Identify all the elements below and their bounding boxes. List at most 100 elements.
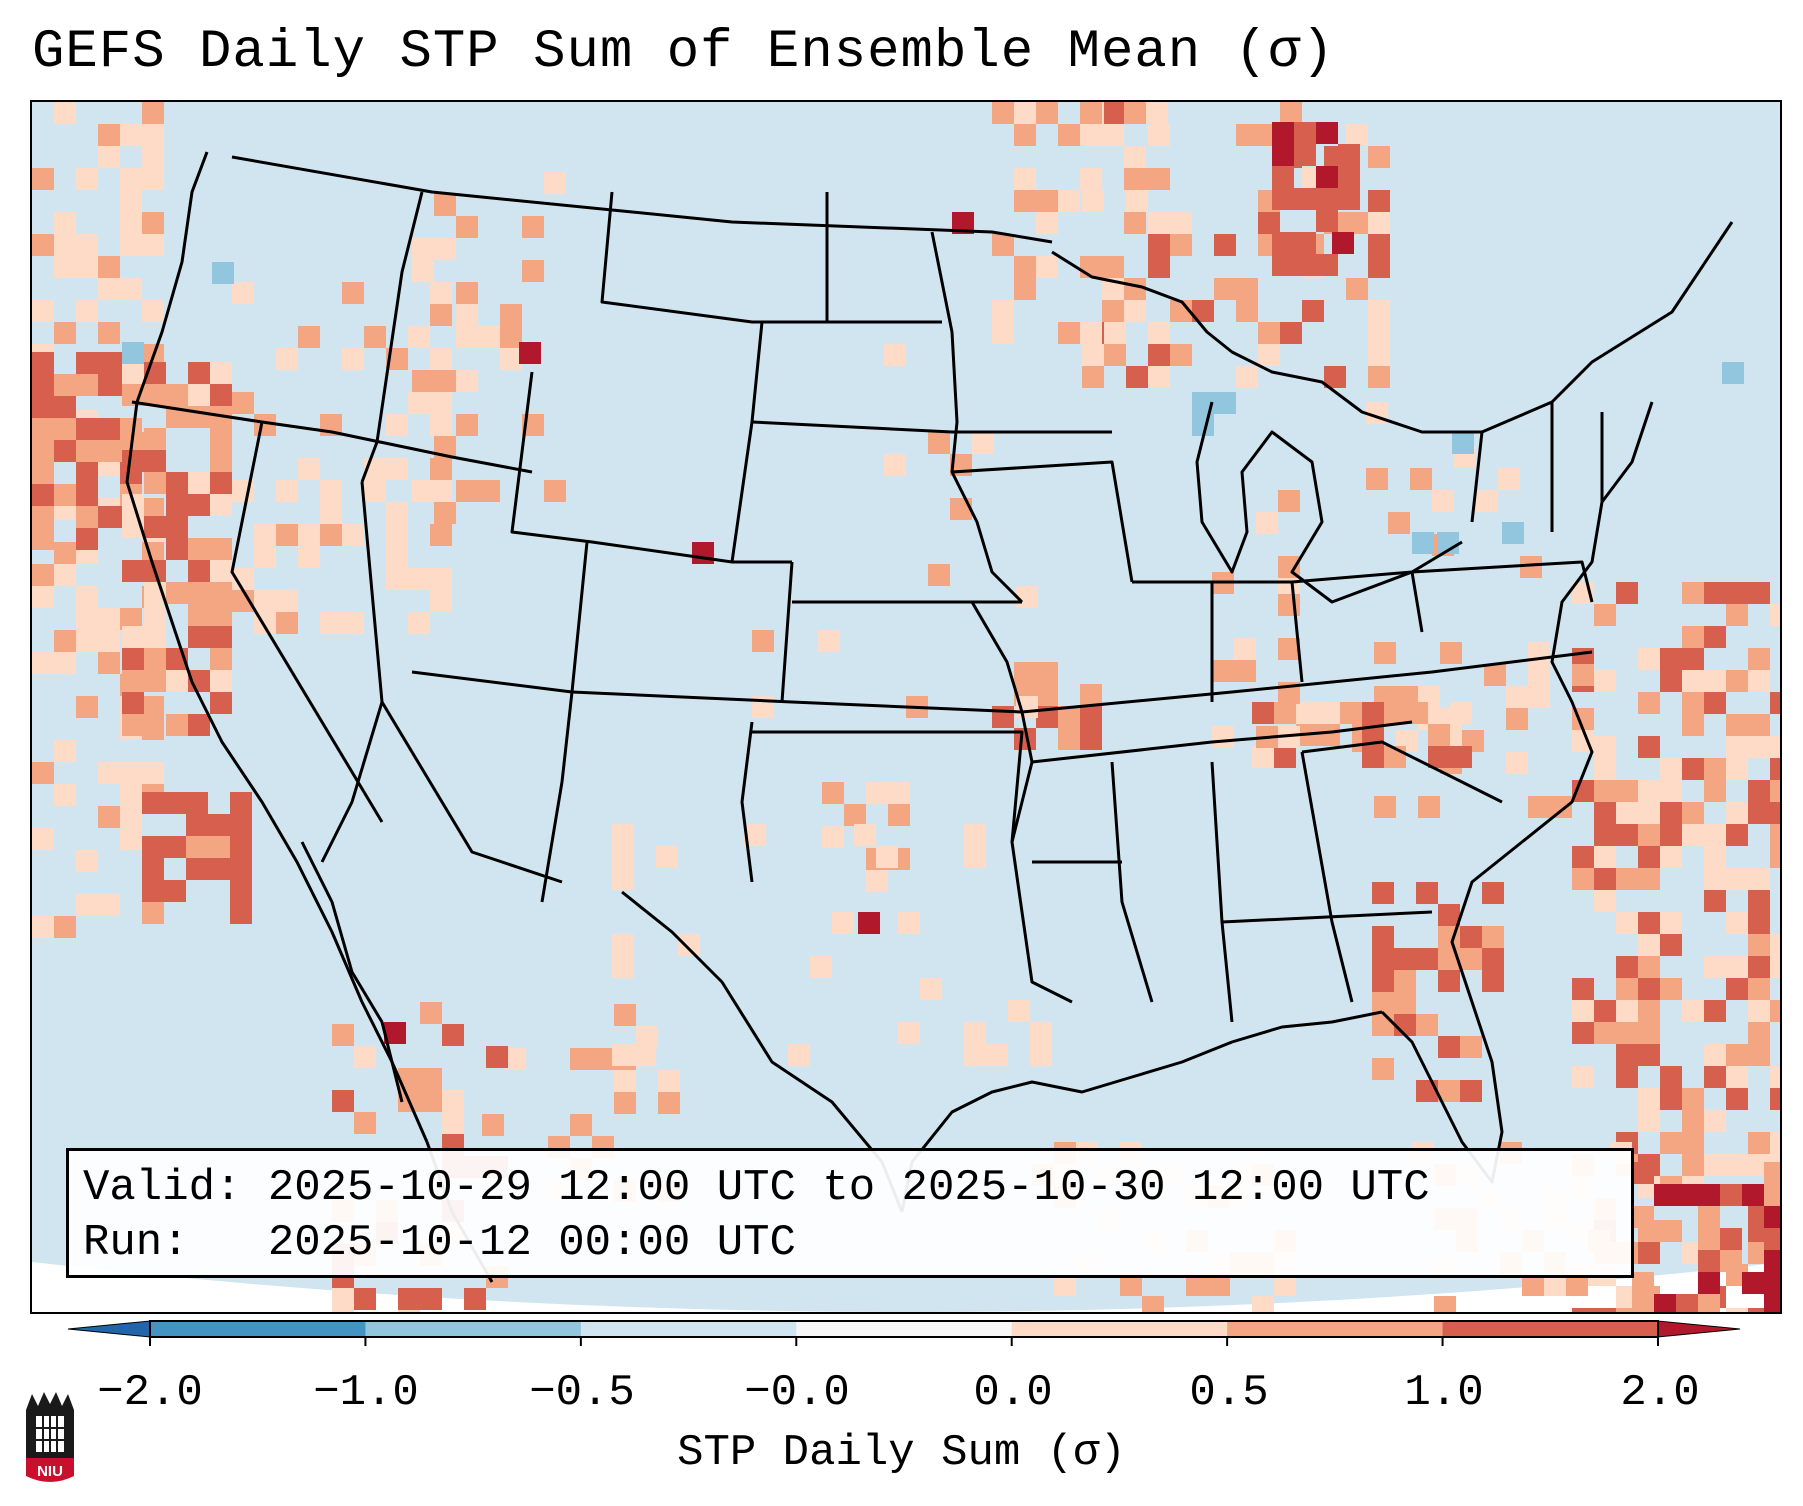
anomaly-cell <box>1362 702 1384 724</box>
anomaly-cell <box>1406 702 1428 724</box>
anomaly-cell <box>186 836 208 858</box>
anomaly-cell <box>98 630 120 652</box>
anomaly-cell <box>1296 702 1318 724</box>
anomaly-cell <box>482 1114 504 1136</box>
anomaly-cell <box>210 362 232 384</box>
anomaly-cell <box>1192 392 1214 414</box>
anomaly-cell <box>208 836 230 858</box>
anomaly-cell <box>1638 912 1660 934</box>
anomaly-cell <box>1726 978 1748 1000</box>
anomaly-cell <box>1660 846 1682 868</box>
anomaly-cell <box>1014 102 1036 124</box>
anomaly-cell <box>1460 948 1482 970</box>
anomaly-cell <box>1482 926 1504 948</box>
anomaly-cell <box>1632 1162 1654 1184</box>
anomaly-cell <box>1660 758 1682 780</box>
anomaly-cell <box>76 608 98 630</box>
anomaly-cell <box>122 450 144 472</box>
anomaly-cell <box>1484 664 1506 686</box>
anomaly-cell <box>1616 1022 1638 1044</box>
anomaly-cell <box>986 1044 1008 1066</box>
anomaly-cell <box>1014 124 1036 146</box>
anomaly-cell <box>76 374 98 396</box>
anomaly-cell <box>972 432 994 454</box>
anomaly-cell <box>1726 714 1748 736</box>
anomaly-cell <box>166 538 188 560</box>
anomaly-cell <box>928 432 950 454</box>
anomaly-cell <box>1416 1014 1438 1036</box>
anomaly-cell <box>1082 190 1104 212</box>
anomaly-cell <box>456 216 478 238</box>
anomaly-cell <box>1482 948 1504 970</box>
anomaly-cell <box>898 1022 920 1044</box>
anomaly-cell <box>1460 1080 1482 1102</box>
anomaly-cell <box>76 418 98 440</box>
anomaly-cell <box>1008 1000 1030 1022</box>
anomaly-cell <box>1124 212 1146 234</box>
anomaly-cell <box>430 304 452 326</box>
anomaly-cell <box>1014 278 1036 300</box>
anomaly-cell <box>456 414 478 436</box>
anomaly-cell <box>142 234 164 256</box>
anomaly-cell <box>810 956 832 978</box>
anomaly-cell <box>1594 736 1616 758</box>
anomaly-cell <box>1428 724 1450 746</box>
anomaly-cell <box>1748 736 1770 758</box>
anomaly-cell <box>1272 254 1294 276</box>
anomaly-cell <box>98 652 120 674</box>
anomaly-cell <box>1434 1296 1456 1312</box>
anomaly-cell <box>1236 278 1258 300</box>
anomaly-cell <box>1726 670 1748 692</box>
anomaly-cell <box>144 450 166 472</box>
anomaly-cell <box>1104 102 1126 124</box>
anomaly-cell <box>1660 1220 1682 1242</box>
anomaly-cell <box>1506 708 1528 730</box>
anomaly-cell <box>1522 1274 1544 1296</box>
anomaly-cell <box>678 934 700 956</box>
anomaly-cell <box>1384 702 1406 724</box>
anomaly-cell <box>98 506 120 528</box>
anomaly-cell <box>1594 824 1616 846</box>
anomaly-cell <box>386 414 408 436</box>
anomaly-cell <box>1030 1022 1052 1044</box>
anomaly-cell <box>120 806 142 828</box>
chart-title: GEFS Daily STP Sum of Ensemble Mean (σ) <box>32 22 1335 83</box>
anomaly-cell <box>1280 102 1302 124</box>
anomaly-cell <box>1660 780 1682 802</box>
anomaly-cell <box>122 670 144 692</box>
anomaly-cell <box>456 480 478 502</box>
anomaly-cell <box>1148 366 1170 388</box>
anomaly-cell <box>612 956 634 978</box>
anomaly-cell <box>1080 684 1102 706</box>
anomaly-cell <box>1638 1110 1660 1132</box>
anomaly-cell <box>1616 868 1638 890</box>
anomaly-cell <box>166 714 188 736</box>
anomaly-cell <box>1704 1154 1726 1176</box>
anomaly-cell <box>276 524 298 546</box>
anomaly-cell <box>1764 1206 1780 1228</box>
anomaly-cell <box>1682 1154 1704 1176</box>
anomaly-cell <box>1572 1066 1594 1088</box>
anomaly-cell <box>1654 1294 1676 1312</box>
anomaly-cell <box>992 706 1014 728</box>
anomaly-cell <box>1324 366 1346 388</box>
anomaly-cell <box>1726 604 1748 626</box>
anomaly-cell <box>1302 300 1324 322</box>
anomaly-cell <box>332 1090 354 1112</box>
anomaly-cell <box>386 568 408 590</box>
anomaly-cell <box>142 168 164 190</box>
anomaly-cell <box>142 880 164 902</box>
anomaly-cell <box>1374 796 1396 818</box>
anomaly-cell <box>188 582 210 604</box>
anomaly-cell <box>500 348 522 370</box>
anomaly-cell <box>1616 582 1638 604</box>
anomaly-cell <box>788 1044 810 1066</box>
anomaly-cell <box>1726 824 1748 846</box>
anomaly-cell <box>1476 490 1498 512</box>
anomaly-cell <box>1660 1088 1682 1110</box>
anomaly-cell <box>1572 664 1594 686</box>
anomaly-cell <box>1372 948 1394 970</box>
anomaly-cell <box>1638 1000 1660 1022</box>
anomaly-cell <box>658 1092 680 1114</box>
anomaly-cell <box>1338 144 1360 166</box>
